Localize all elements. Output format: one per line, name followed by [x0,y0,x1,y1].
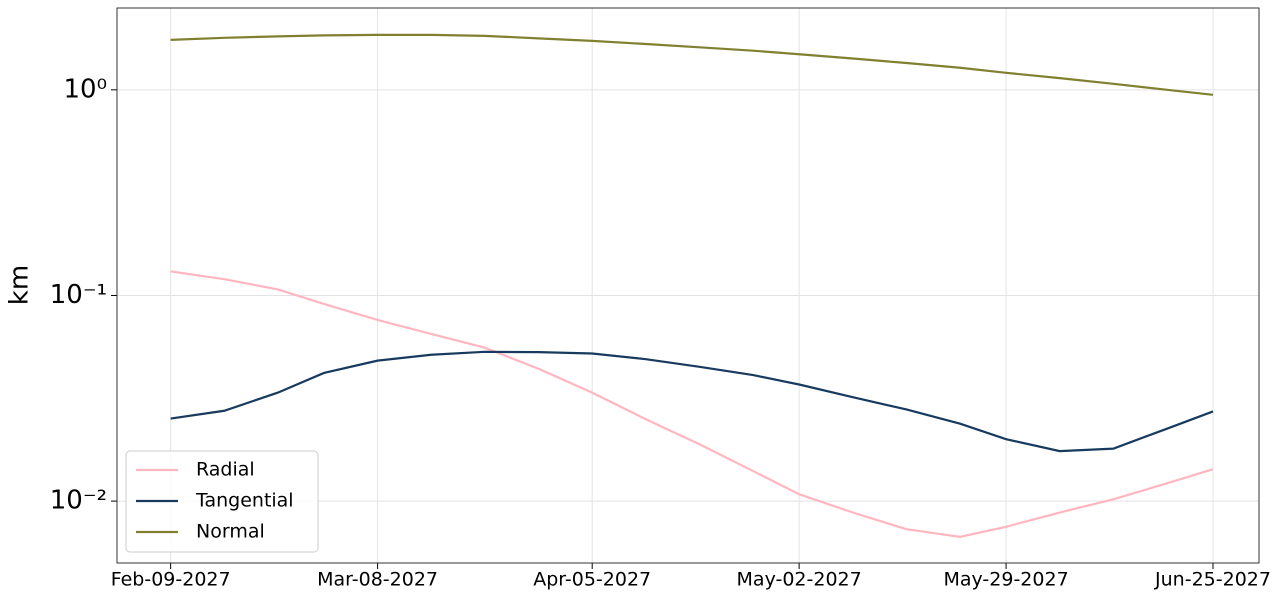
x-tick-label: Feb-09-2027 [111,569,231,591]
x-tick-label: Apr-05-2027 [533,569,651,591]
plot-frame [116,7,1260,564]
x-tick-label: May-02-2027 [737,569,862,591]
line [170,33,1214,96]
line [170,350,1214,453]
x-tick-label: Jun-25-2027 [1154,569,1271,591]
y-tick-label: 10⁻¹ [50,280,107,310]
legend-label: Radial [196,459,255,481]
x-tick-label: May-29-2027 [943,569,1068,591]
legend: Radial Tangential Normal [125,450,319,553]
y-tick-label: 10⁰ [63,74,107,104]
legend-label: Tangential [195,490,294,512]
y-tick-label: 10⁻² [50,486,107,516]
x-tick-label: Mar-08-2027 [317,569,438,591]
legend-box [125,450,319,553]
line [170,270,1214,538]
legend-label: Normal [196,521,265,543]
y-axis-label: km [5,265,35,305]
